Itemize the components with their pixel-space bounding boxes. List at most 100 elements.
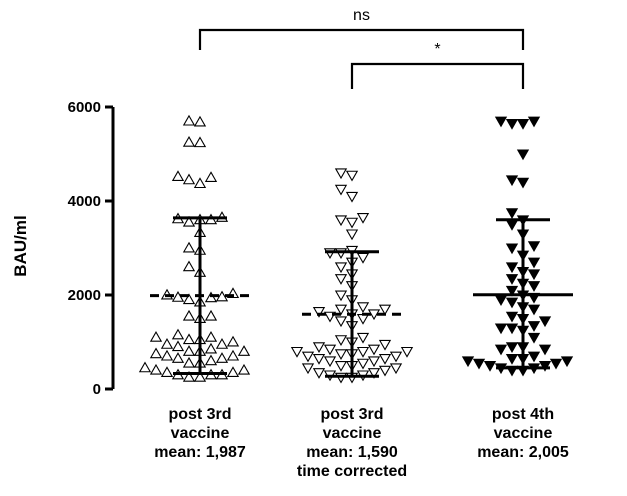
data-point	[389, 363, 403, 375]
data-point	[215, 352, 229, 363]
data-point	[494, 295, 508, 307]
data-point	[505, 323, 519, 335]
data-point	[389, 351, 403, 363]
category-label-line: vaccine	[171, 425, 230, 442]
data-point	[226, 335, 240, 347]
data-point	[334, 335, 348, 346]
data-point	[237, 345, 251, 356]
data-point	[334, 290, 348, 302]
data-point	[505, 311, 519, 323]
data-point	[171, 328, 185, 340]
significance-bracket	[198, 28, 525, 50]
data-point	[345, 170, 359, 182]
data-point	[527, 269, 541, 281]
data-point	[356, 346, 370, 358]
data-point	[505, 220, 519, 231]
data-point	[323, 356, 337, 368]
y-axis-title: BAU/ml	[11, 215, 30, 276]
data-point	[505, 274, 519, 285]
data-point	[345, 229, 359, 241]
data-point	[312, 354, 326, 365]
data-point	[204, 309, 218, 321]
data-point	[312, 342, 326, 354]
data-point	[334, 262, 348, 274]
data-point	[334, 304, 348, 316]
data-point	[378, 365, 392, 377]
category-label: post 3rd vaccine mean: 1,590 time corrected	[297, 406, 407, 480]
data-point	[527, 116, 541, 128]
data-point	[149, 330, 163, 342]
y-tick-label: 2000	[68, 287, 101, 304]
data-point	[334, 248, 348, 260]
significance-bracket	[350, 62, 525, 89]
data-point	[160, 349, 174, 361]
data-point	[560, 356, 574, 368]
data-point	[204, 354, 218, 366]
category-label-line: vaccine	[494, 425, 553, 442]
significance-label: ns	[353, 7, 370, 24]
data-point	[527, 351, 541, 363]
data-point	[160, 338, 174, 349]
data-point	[505, 119, 519, 130]
data-point	[182, 215, 196, 227]
data-point	[527, 257, 541, 269]
data-point	[527, 321, 541, 332]
data-point	[215, 338, 229, 349]
data-point	[527, 332, 541, 344]
data-point	[290, 346, 304, 358]
y-tick-label: 4000	[68, 193, 101, 210]
data-point	[378, 304, 392, 316]
data-point	[193, 370, 207, 382]
data-point	[149, 363, 163, 375]
category-label-line: post 4th	[492, 406, 554, 423]
data-point	[494, 116, 508, 128]
data-point	[516, 149, 530, 161]
data-point	[204, 171, 218, 182]
y-tick-label: 6000	[68, 99, 101, 116]
category-label-line: time corrected	[297, 463, 407, 480]
data-point	[505, 342, 519, 354]
data-point	[378, 354, 392, 365]
data-point	[505, 243, 519, 255]
data-point	[345, 191, 359, 203]
data-point	[505, 262, 519, 274]
data-point	[356, 314, 370, 325]
data-point	[182, 173, 196, 185]
data-point	[182, 260, 196, 272]
data-point	[226, 349, 240, 361]
data-point	[356, 332, 370, 344]
data-point	[527, 241, 541, 252]
data-point	[149, 347, 163, 359]
data-point	[182, 345, 196, 356]
category-label: post 4th vaccine mean: 2,005	[477, 406, 569, 461]
data-point	[193, 177, 207, 189]
category-label-line: mean: 1,987	[154, 444, 246, 461]
data-point	[356, 302, 370, 314]
data-point	[549, 358, 563, 370]
data-point	[505, 354, 519, 365]
significance-label: *	[434, 41, 440, 58]
y-tick-label: 0	[93, 381, 101, 398]
category-label-line: post 3rd	[320, 406, 383, 423]
data-point	[494, 344, 508, 356]
data-point	[367, 344, 381, 356]
data-point	[182, 293, 196, 305]
data-point	[301, 363, 315, 375]
data-point	[182, 135, 196, 147]
data-point	[334, 168, 348, 180]
data-point	[215, 290, 229, 302]
significance-brackets: ns *	[198, 7, 525, 89]
data-point	[301, 351, 315, 363]
data-point	[356, 252, 370, 264]
data-point	[378, 339, 392, 351]
data-point	[505, 297, 519, 309]
data-point	[323, 344, 337, 356]
data-point	[182, 241, 196, 253]
category-label-line: post 3rd	[168, 406, 231, 423]
data-point	[505, 175, 519, 187]
data-point	[494, 323, 508, 335]
data-point	[204, 291, 218, 303]
data-point	[527, 304, 541, 316]
data-point	[193, 115, 207, 127]
